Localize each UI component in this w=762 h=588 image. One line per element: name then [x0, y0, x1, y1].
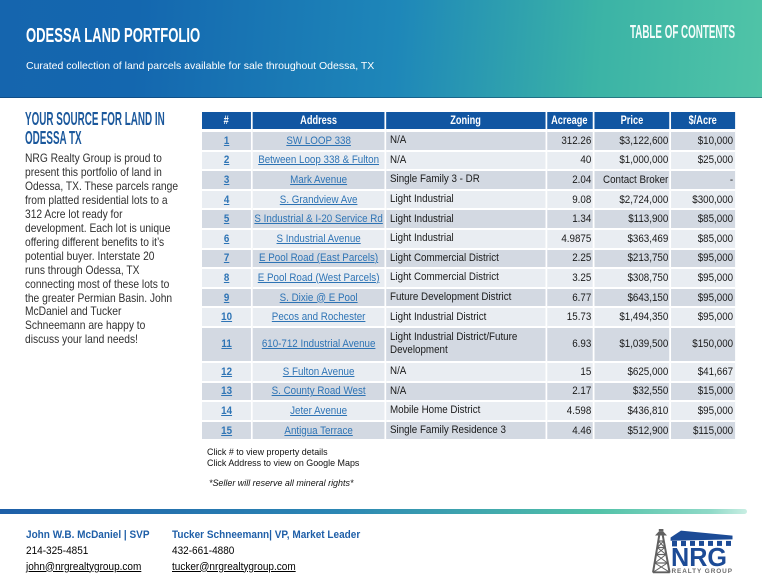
svg-text:REALTY GROUP: REALTY GROUP — [672, 568, 733, 575]
svg-text:NRG: NRG — [671, 544, 727, 572]
